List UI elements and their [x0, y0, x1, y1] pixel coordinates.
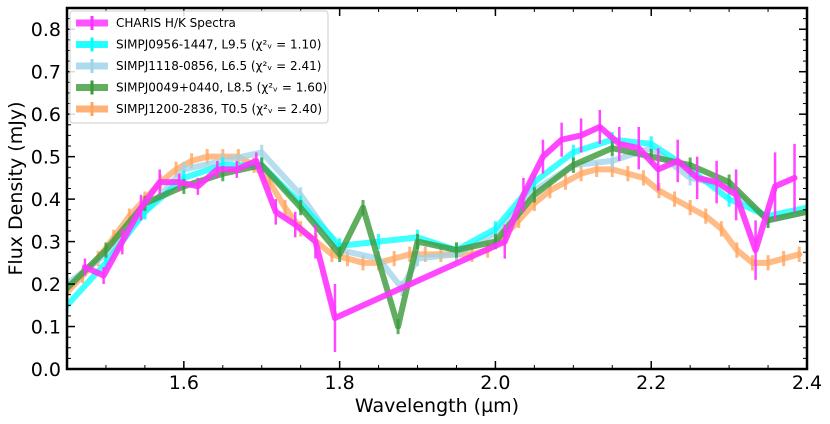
x-tick-label: 2.0 — [480, 372, 510, 394]
y-tick-label: 0.3 — [31, 232, 61, 254]
series-layer — [67, 109, 807, 353]
y-axis-label: Flux Density (mJy) — [5, 102, 27, 276]
axes-layer: 1.6 1.8 2.0 2.2 2.4 0.0 0.1 0.2 0.3 0.4 0.5 0.6 0.7… — [5, 6, 822, 417]
plot-area — [67, 109, 807, 353]
legend-item: CHARIS H/K Spectra — [76, 16, 236, 30]
series-0 — [81, 109, 798, 353]
legend-label: CHARIS H/K Spectra — [116, 16, 236, 30]
y-tick-label: 0.2 — [31, 274, 61, 296]
legend-item: SIMPJ1200-2836, T0.5 (χ²ᵥ = 2.40) — [76, 102, 322, 116]
y-tick-label: 0.0 — [31, 359, 61, 381]
y-tick-label: 0.4 — [31, 189, 61, 211]
x-tick-label: 2.4 — [792, 372, 822, 394]
x-axis-label: Wavelength (µm) — [355, 395, 519, 417]
legend-item: SIMPJ1118-0856, L6.5 (χ²ᵥ = 2.41) — [76, 59, 321, 73]
y-axis-ticks: 0.0 0.1 0.2 0.3 0.4 0.5 0.6 0.7 0.8 — [31, 18, 807, 381]
y-tick-label: 0.1 — [31, 317, 61, 339]
legend-label: SIMPJ1118-0856, L6.5 (χ²ᵥ = 2.41) — [116, 59, 321, 73]
series-line — [81, 123, 798, 322]
legend-label: SIMPJ1200-2836, T0.5 (χ²ᵥ = 2.40) — [116, 102, 322, 116]
x-tick-label: 1.8 — [325, 372, 355, 394]
x-tick-label: 2.2 — [636, 372, 666, 394]
y-tick-label: 0.6 — [31, 104, 61, 126]
legend: CHARIS H/K Spectra SIMPJ0956-1447, L9.5 (… — [69, 10, 329, 124]
x-tick-label: 1.6 — [169, 372, 199, 394]
legend-label: SIMPJ0956-1447, L9.5 (χ²ᵥ = 1.10) — [116, 38, 321, 52]
y-tick-label: 0.7 — [31, 62, 61, 84]
y-tick-label: 0.8 — [31, 19, 61, 41]
y-tick-label: 0.5 — [31, 147, 61, 169]
legend-box — [69, 10, 329, 124]
legend-label: SIMPJ0049+0440, L8.5 (χ²ᵥ = 1.60) — [116, 81, 327, 95]
legend-item: SIMPJ0049+0440, L8.5 (χ²ᵥ = 1.60) — [76, 80, 327, 95]
x-axis-ticks: 1.6 1.8 2.0 2.2 2.4 — [66, 8, 822, 394]
legend-item: SIMPJ0956-1447, L9.5 (χ²ᵥ = 1.10) — [76, 37, 321, 52]
